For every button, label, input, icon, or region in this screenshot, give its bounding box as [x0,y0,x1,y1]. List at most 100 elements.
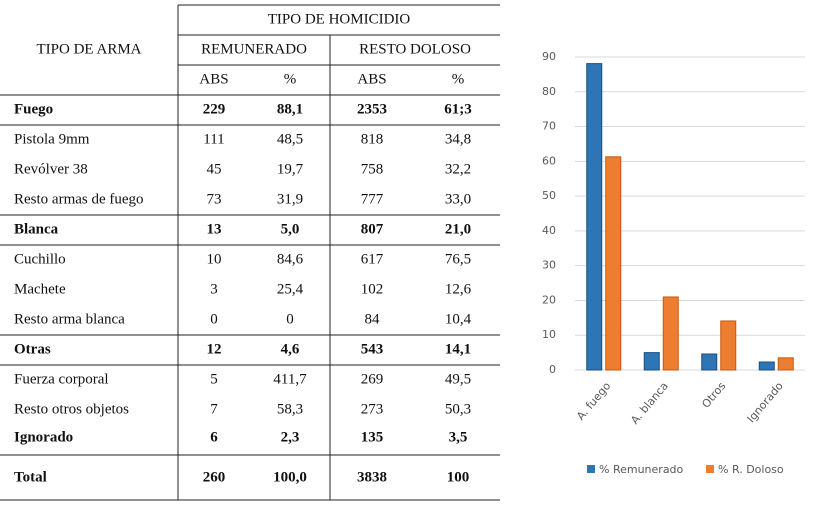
cell: 13 [207,221,222,237]
row-label: Blanca [14,221,59,237]
x-tick-label: A. fuego [574,379,613,423]
cell: 543 [361,341,384,357]
cell: 273 [361,401,384,417]
row-label: Ignorado [14,429,73,445]
bar [586,63,603,371]
cell: 6 [210,429,218,445]
x-tick-label: A. blanca [628,380,671,427]
y-tick-label: 20 [542,293,556,306]
column-header: ABS [199,71,228,87]
bar [643,352,660,371]
cell: 617 [361,251,384,267]
y-tick-label: 80 [542,85,556,98]
cell: 111 [203,131,224,147]
cell: 777 [361,191,384,207]
row-label: Fuego [14,101,53,117]
cell: 32,2 [445,161,471,177]
cell: 3,5 [449,429,468,445]
cell: 31,9 [277,191,303,207]
y-tick-label: 90 [542,50,556,63]
cell: 5 [210,371,218,387]
cell: 102 [361,281,384,297]
cell: 229 [203,101,226,117]
x-tick-label: Ignorado [744,379,786,425]
row-label: Fuerza corporal [14,371,109,387]
column-header: % [452,71,465,87]
cell: 33,0 [445,191,471,207]
cell: 84 [365,311,381,327]
cell: 5,0 [281,221,300,237]
cell: 84,6 [277,251,304,267]
cell: 61;3 [444,101,472,117]
x-tick-label: Otros [699,379,728,410]
bar [777,357,794,371]
cell: 100 [447,469,470,485]
cell: 818 [361,131,384,147]
y-tick-label: 60 [542,154,556,167]
cell: 2,3 [281,429,300,445]
row-label: Machete [14,281,66,297]
cell: 758 [361,161,384,177]
cell: 12 [207,341,222,357]
row-label: Total [14,469,47,485]
cell: 76,5 [445,251,471,267]
row-label: Cuchillo [14,251,66,267]
cell: 4,6 [281,341,300,357]
cell: 411,7 [273,371,307,387]
row-label: Resto otros objetos [14,401,129,417]
cell: 58,3 [277,401,303,417]
cell: 45 [207,161,222,177]
bar [720,320,737,371]
cell: 10 [207,251,222,267]
subgroup-header: REMUNERADO [201,41,307,57]
row-label: Resto armas de fuego [14,191,144,207]
bar [758,361,775,371]
cell: 3 [210,281,218,297]
cell: 25,4 [277,281,304,297]
cell: 19,7 [277,161,304,177]
cell: 0 [210,311,218,327]
cell: 10,4 [445,311,472,327]
column-header: % [284,71,297,87]
chart: 0 10 20 30 40 50 60 70 80 90 A. fuego A. blanca Otro… [542,50,805,476]
y-tick-label: 30 [542,259,556,272]
cell: 260 [203,469,226,485]
row-label: Pistola 9mm [14,131,90,147]
bar [605,156,622,371]
table: TIPO DE ARMA TIPO DE HOMICIDIO REMUNERAD… [0,4,500,501]
cell: 14,1 [445,341,471,357]
legend-swatch [587,465,595,473]
group-header: TIPO DE HOMICIDIO [268,11,411,27]
row-header: TIPO DE ARMA [36,41,141,57]
cell: 3838 [357,469,387,485]
cell: 0 [286,311,294,327]
cell: 269 [361,371,384,387]
y-tick-label: 70 [542,120,556,133]
cell: 50,3 [445,401,471,417]
cell: 2353 [357,101,387,117]
bar [662,296,679,371]
cell: 73 [207,191,222,207]
legend-swatch [706,465,714,473]
row-label: Revólver 38 [14,161,88,177]
y-tick-label: 0 [549,363,556,376]
row-label: Otras [14,341,51,357]
subgroup-header: RESTO DOLOSO [359,41,471,57]
legend-label: % R. Doloso [718,463,784,476]
cell: 21,0 [445,221,471,237]
bar [701,353,718,371]
y-tick-label: 10 [542,328,556,341]
cell: 34,8 [445,131,471,147]
column-header: ABS [357,71,386,87]
row-label: Resto arma blanca [14,311,125,327]
cell: 7 [210,401,218,417]
cell: 88,1 [277,101,303,117]
cell: 135 [361,429,384,445]
cell: 48,5 [277,131,303,147]
cell: 49,5 [445,371,471,387]
legend-label: % Remunerado [599,463,684,476]
cell: 807 [361,221,384,237]
cell: 12,6 [445,281,472,297]
y-tick-label: 40 [542,224,556,237]
